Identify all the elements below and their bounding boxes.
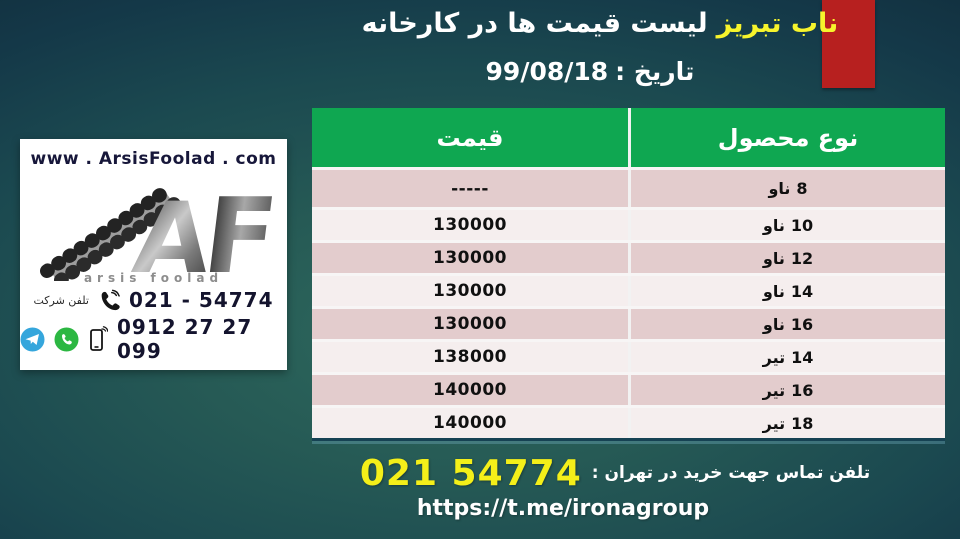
table-row: ----- ناو 8 — [312, 167, 945, 207]
table-row: 130000 ناو 10 — [312, 207, 945, 240]
mobile-phone-icon — [88, 326, 109, 352]
red-corner-block — [822, 0, 875, 88]
price-value: 138000 — [433, 347, 507, 367]
logo-letter-f: F — [197, 175, 276, 281]
price-cell: ----- — [312, 170, 631, 207]
product-cell: تیر 16 — [631, 375, 945, 405]
table-row: 130000 ناو 16 — [312, 306, 945, 339]
page-title-main: لیست قیمت ها در کارخانه — [361, 8, 708, 39]
price-table-header: قیمت نوع محصول — [312, 108, 945, 167]
mobile-phone-line: 0912 27 27 099 — [20, 315, 287, 363]
product-name: تیر — [762, 347, 786, 367]
phone-icon — [98, 289, 120, 311]
price-value: 130000 — [433, 314, 507, 334]
product-name: ناو — [768, 179, 791, 198]
product-cell: تیر 18 — [631, 408, 945, 438]
price-cell: 130000 — [312, 243, 631, 273]
date-value: 99/08/18 — [485, 57, 609, 86]
product-size: 10 — [790, 215, 814, 235]
rebar-texture-top — [40, 186, 170, 278]
office-phone-number[interactable]: 021 - 54774 — [128, 288, 274, 312]
product-cell: ناو 8 — [631, 170, 945, 207]
product-name: ناو — [762, 314, 785, 334]
product-cell: ناو 12 — [631, 243, 945, 273]
product-name: تیر — [762, 380, 786, 400]
price-cell: 130000 — [312, 210, 631, 240]
price-table: قیمت نوع محصول ----- ناو 8 130000 ناو 10 — [312, 108, 945, 441]
price-cell: 138000 — [312, 342, 631, 372]
company-website[interactable]: www . ArsisFoolad . com — [30, 149, 277, 169]
price-cell: 140000 — [312, 375, 631, 405]
product-cell: ناو 14 — [631, 276, 945, 306]
table-row: 130000 ناو 14 — [312, 273, 945, 306]
product-name: تیر — [762, 413, 786, 433]
product-size: 12 — [790, 248, 814, 268]
table-row: 138000 تیر 14 — [312, 339, 945, 372]
table-row: 130000 ناو 12 — [312, 240, 945, 273]
product-cell: ناو 16 — [631, 309, 945, 339]
product-size: 16 — [790, 314, 814, 334]
product-name: ناو — [762, 248, 785, 268]
date-label: تاریخ : — [615, 57, 695, 86]
rebar-texture-bottom — [54, 195, 184, 281]
price-cell: 130000 — [312, 309, 631, 339]
price-value: 140000 — [433, 380, 507, 400]
price-value: 140000 — [433, 413, 507, 433]
page-title-highlight: ناب تبریز — [716, 8, 839, 39]
arsis-foolad-logo: A F — [40, 175, 276, 281]
product-size: 8 — [796, 179, 808, 198]
price-value: 130000 — [433, 248, 507, 268]
tehran-contact-number[interactable]: 021 54774 — [359, 452, 582, 494]
table-row: 140000 تیر 16 — [312, 372, 945, 405]
column-header-product: نوع محصول — [717, 123, 859, 152]
mobile-phone-number[interactable]: 0912 27 27 099 — [117, 315, 253, 363]
price-value: 130000 — [433, 281, 507, 301]
brand-caption: arsis foolad — [83, 271, 224, 285]
price-cell: 130000 — [312, 276, 631, 306]
product-cell: تیر 14 — [631, 342, 945, 372]
office-phone-label: تلفن شرکت — [33, 293, 89, 307]
tehran-contact-line: 021 54774 تلفن تماس جهت خرید در تهران : — [310, 452, 920, 494]
product-name: ناو — [762, 215, 785, 235]
company-logo-card: www . ArsisFoolad . com — [20, 139, 287, 370]
table-row: 140000 تیر 18 — [312, 405, 945, 438]
whatsapp-icon[interactable] — [54, 327, 79, 352]
date-line: 99/08/18 تاریخ : — [230, 57, 950, 86]
product-name: ناو — [762, 281, 785, 301]
price-table-body: ----- ناو 8 130000 ناو 10 130000 ناو 12 — [312, 167, 945, 438]
office-phone-line: تلفن شرکت 021 - 54774 — [33, 288, 273, 312]
price-value: 130000 — [433, 215, 507, 235]
product-size: 14 — [790, 281, 814, 301]
telegram-icon[interactable] — [20, 327, 45, 352]
logo-letter-a: A — [127, 182, 217, 281]
price-cell: 140000 — [312, 408, 631, 438]
page-title: لیست قیمت ها در کارخانه ناب تبریز — [240, 8, 960, 39]
price-value: ----- — [451, 178, 489, 199]
tehran-contact-label: تلفن تماس جهت خرید در تهران : — [591, 463, 871, 483]
product-size: 16 — [791, 380, 814, 400]
product-size: 14 — [791, 347, 814, 367]
column-header-price: قیمت — [312, 108, 631, 167]
telegram-link[interactable]: https://t.me/ironagroup — [416, 496, 710, 521]
product-cell: ناو 10 — [631, 210, 945, 240]
product-size: 18 — [791, 413, 814, 433]
